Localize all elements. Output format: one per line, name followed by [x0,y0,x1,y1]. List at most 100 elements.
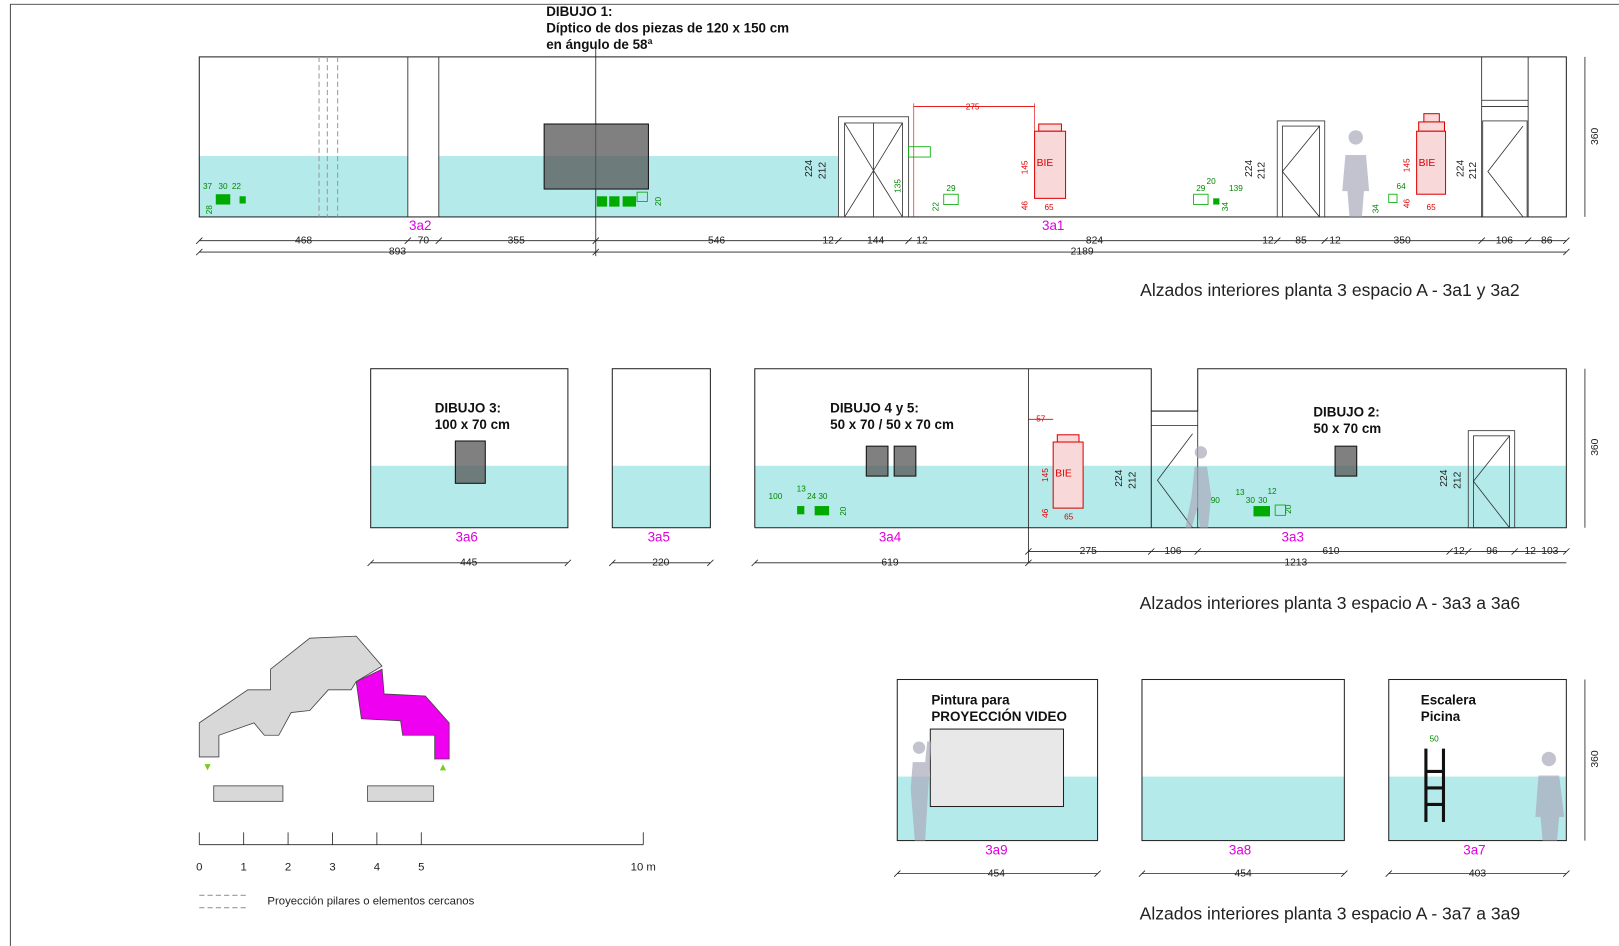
caption: Alzados interiores planta 3 espacio A - … [1140,593,1520,613]
wall-id: 3a6 [456,530,478,545]
line [592,248,600,256]
dimension: 403 [1469,868,1486,879]
bie-tag: BIE [1037,158,1054,169]
fixture-dimension: 34 [1372,204,1381,214]
fixture-dimension: 135 [893,179,902,193]
line [706,559,714,567]
bie-dimension: 65 [1064,513,1074,522]
shape [1281,125,1320,218]
shape [929,728,1065,808]
door-dimension: 212 [1127,471,1138,488]
drawing-note: Picina [1421,709,1461,724]
line [404,237,412,245]
shape [1253,506,1271,517]
scale-label: 4 [374,861,380,873]
dimension: 12 [1329,235,1341,246]
line [1511,548,1519,555]
dimension: 70 [418,235,430,246]
fixture-dimension: 30 [218,182,228,191]
fixture-dimension: 12 [1267,487,1277,496]
scale-label: 2 [285,861,291,873]
shape [198,635,383,758]
shape [910,741,932,841]
shape [1193,193,1209,205]
shape [1156,433,1193,528]
shape [1141,678,1345,842]
shape [1342,130,1370,217]
drawing-note: Escalera [1421,693,1477,708]
shape [1213,198,1220,205]
scale-label: 3 [329,861,335,873]
shape [596,196,608,207]
shape [612,465,711,528]
door-dimension: 224 [1244,160,1255,177]
shape [1388,678,1567,842]
dimension: 1213 [1284,558,1307,569]
shape [367,785,435,802]
line [592,237,600,245]
line [1385,870,1393,878]
drawing-note: 100 x 70 cm [435,417,510,432]
shape [873,122,903,218]
legend-text: Proyección pilares o elementos cercanos [267,895,474,907]
line [195,237,203,245]
dimension: 12 [1262,235,1274,246]
height-dimension: 360 [1590,750,1601,767]
shape [239,196,246,204]
line [1562,237,1570,245]
dimension: 86 [1541,235,1553,246]
drawing-note: DIBUJO 2: [1313,405,1379,420]
caption: Alzados interiores planta 3 espacio A - … [1140,904,1520,924]
bie-dimension: 145 [1020,160,1029,174]
line [1321,237,1329,245]
dimension: 355 [508,235,525,246]
line [905,237,913,245]
fixture-dimension: 20 [1284,504,1293,514]
line [1524,237,1532,245]
bie-tag: BIE [1419,158,1436,169]
dimension: 454 [988,868,1005,879]
dimension: 445 [460,558,477,569]
fixture-dimension: 20 [1207,177,1217,186]
shape [1424,748,1446,822]
line [893,870,901,878]
line [367,559,375,567]
dimension: 824 [1086,235,1103,246]
shape [636,191,648,202]
shape [1423,113,1440,123]
line [1562,248,1570,256]
bie-offset: 57 [1036,414,1046,423]
dimension: 96 [1486,546,1498,557]
bie-dimension: 46 [1403,199,1412,209]
dimension: 144 [867,235,884,246]
drawing-note: DIBUJO 1: [546,4,612,19]
line [1194,548,1202,555]
dimension: 610 [1322,546,1339,557]
drawing-note: DIBUJO 4 y 5: [830,401,919,416]
shape [204,764,211,771]
door-dimension: 224 [804,160,815,177]
shape [199,156,408,217]
wall-id: 3a7 [1463,842,1485,857]
line [1446,548,1454,555]
door-dimension: 224 [1456,160,1467,177]
shape [754,368,1567,529]
dimension: 2189 [1071,247,1094,258]
shape [893,445,917,477]
shape [754,368,1152,528]
line [1138,870,1146,878]
shape [1281,125,1320,218]
line [564,559,572,567]
line [1464,548,1472,555]
drawing-note: 50 x 70 cm [1313,421,1381,436]
shape [1416,130,1447,195]
shape [622,196,637,207]
wall-id: 3a4 [879,530,902,545]
shape [611,368,711,529]
door-dimension: 212 [1256,162,1267,179]
dimension: 12 [1453,546,1465,557]
fixture-dimension: 139 [1229,184,1243,193]
door-dimension: 224 [1439,469,1450,486]
line [608,559,616,567]
line [1273,237,1281,245]
